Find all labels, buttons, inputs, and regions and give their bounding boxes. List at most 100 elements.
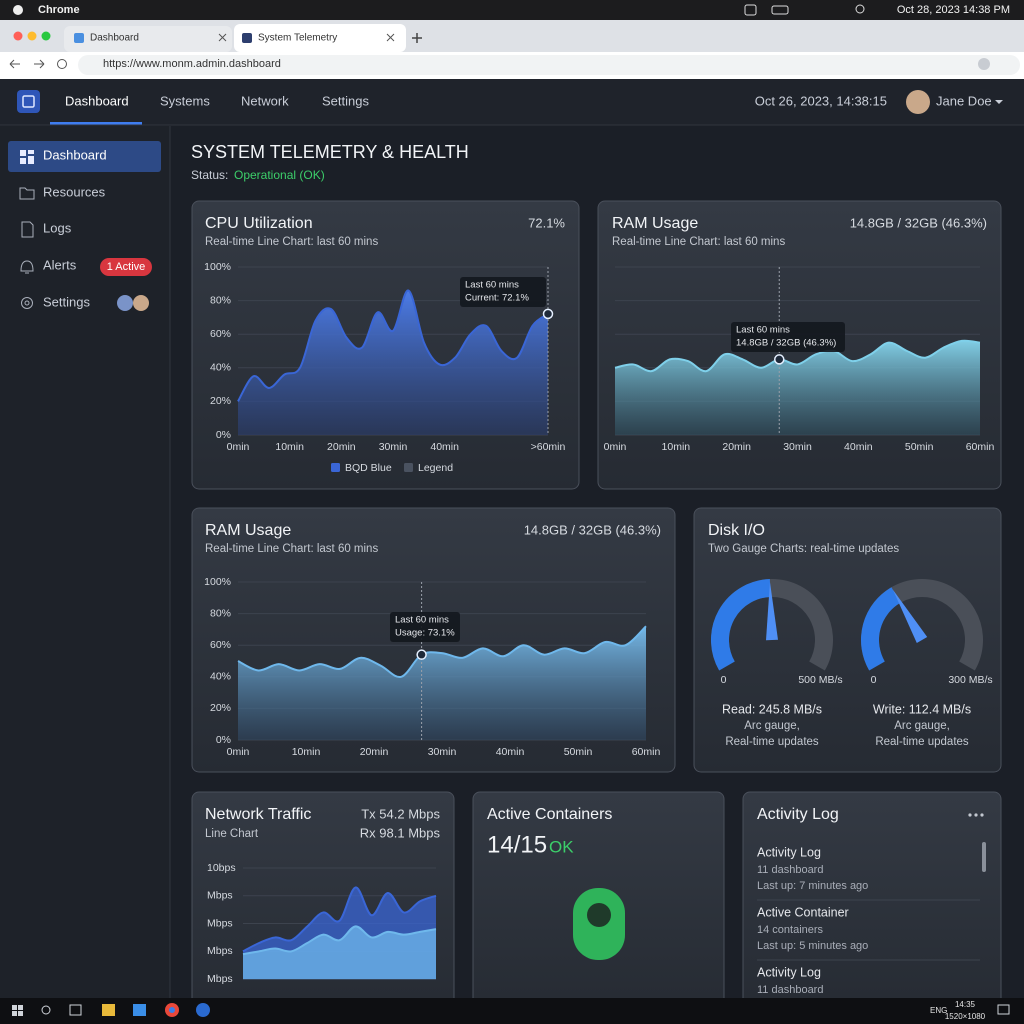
more-menu[interactable] [968,813,984,817]
url[interactable]: https://www.monm.admin.dashboard [103,58,281,70]
nav-item[interactable]: Settings [322,93,369,108]
nav-item[interactable]: Network [241,93,289,108]
y-tick-label: 10bps [207,862,236,874]
log-detail: 11 dashboard [757,984,823,996]
x-tick-label: 60min [966,441,995,453]
gauge-tick-label: 300 MB/s [948,674,992,686]
x-tick-label: 50min [905,441,934,453]
legend-swatch [331,463,340,472]
y-tick-label: 0% [216,429,231,441]
dropdown[interactable] [995,100,1003,104]
card-title: Active Containers [487,806,612,823]
avatar [117,295,133,311]
gauge-caption: Arc gauge, [894,720,950,732]
nav-item[interactable]: Dashboard [65,93,129,108]
avatar[interactable] [906,90,930,114]
gauge-caption: Real-time updates [725,736,819,748]
y-tick-label: 100% [204,576,231,588]
alert-badge[interactable] [100,258,152,276]
sidebar-item[interactable]: Logs [43,220,72,235]
battery-icon [771,5,789,15]
active-tab[interactable] [234,24,406,52]
tooltip-value: Current: 72.1% [465,293,529,304]
reload[interactable] [57,59,67,69]
y-tick-label: Mbps [207,973,233,985]
hover-point [416,649,427,660]
tab-title[interactable]: System Telemetry [258,33,337,44]
tooltip-value: Usage: 73.1% [395,628,455,639]
y-tick-label: 60% [210,639,231,651]
nav-arrows[interactable] [9,59,45,69]
y-tick-label: 40% [210,671,231,683]
legend-swatch [404,463,413,472]
tab-close[interactable] [218,33,395,42]
logo[interactable] [17,90,40,113]
sidebar-item[interactable]: Resources [43,184,106,199]
card-title: Activity Log [757,806,839,823]
x-tick-label: 10min [292,746,321,758]
gauge-caption: Real-time updates [875,736,969,748]
x-tick-label: 30min [379,441,408,453]
card-title: CPU Utilization [205,215,313,232]
active-item[interactable] [8,141,161,172]
gauge-value [711,579,771,671]
card-value: 14.8GB / 32GB (46.3%) [524,522,661,537]
y-tick-label: 80% [210,607,231,619]
tooltip-title: Last 60 mins [736,325,790,336]
gauge-tick-label: 0 [871,674,877,686]
x-tick-label: >60min [531,441,566,453]
x-tick-label: 40min [496,746,525,758]
y-tick-label: 20% [210,395,231,407]
new-tab[interactable] [412,33,422,43]
log-detail: 14 containers [757,924,824,936]
card-subtitle: Real-time Line Chart: last 60 mins [612,236,785,248]
sidebar-item[interactable]: Settings [43,294,90,309]
line [242,886,437,953]
address-bar[interactable] [78,55,1020,75]
log-title[interactable]: Active Container [757,905,849,919]
tab-title[interactable]: Dashboard [90,33,139,44]
x-tick-label: 30min [428,746,457,758]
minimize-button[interactable] [27,31,37,41]
tooltip [731,322,845,352]
log-detail: 11 dashboard [757,864,823,876]
gauge-needle [766,582,778,641]
clock: Oct 28, 2023 14:38 PM [897,4,1010,16]
tab[interactable] [64,26,232,52]
sidebar [0,126,170,998]
sidebar-item[interactable]: Alerts [43,257,77,272]
log-title[interactable]: Activity Log [757,965,821,979]
tab-icon [242,33,252,43]
nav-item[interactable]: Systems [160,93,210,108]
tooltip [390,612,460,642]
language: ENG [930,1006,947,1015]
menubar [0,0,1024,20]
gauge-needle [892,589,928,644]
x-tick-label: 40min [844,441,873,453]
y-tick-label: 80% [210,294,231,306]
gauge-tick-label: 500 MB/s [798,674,842,686]
sidebar-item[interactable]: Dashboard [43,147,107,162]
x-tick-label: 10min [275,441,304,453]
close-button[interactable] [13,31,23,41]
line [242,925,437,956]
x-tick-label: 40min [430,441,459,453]
tab-icon [74,33,84,43]
log-title[interactable]: Activity Log [757,845,821,859]
user-name[interactable]: Jane Doe [936,93,992,108]
taskbar-icons[interactable] [12,1003,1010,1017]
zoom-button[interactable] [41,31,51,41]
x-tick-label: 20min [360,746,389,758]
profile-icon[interactable] [978,58,990,70]
tooltip-title: Last 60 mins [465,280,519,291]
card-subtitle: Real-time Line Chart: last 60 mins [205,236,378,248]
card-title: Disk I/O [708,522,765,539]
x-tick-label: 20min [327,441,356,453]
container-icon-hole [587,903,611,927]
y-tick-label: 40% [210,362,231,374]
x-tick-label: 30min [783,441,812,453]
apple-icon [13,5,23,15]
line [237,289,549,402]
